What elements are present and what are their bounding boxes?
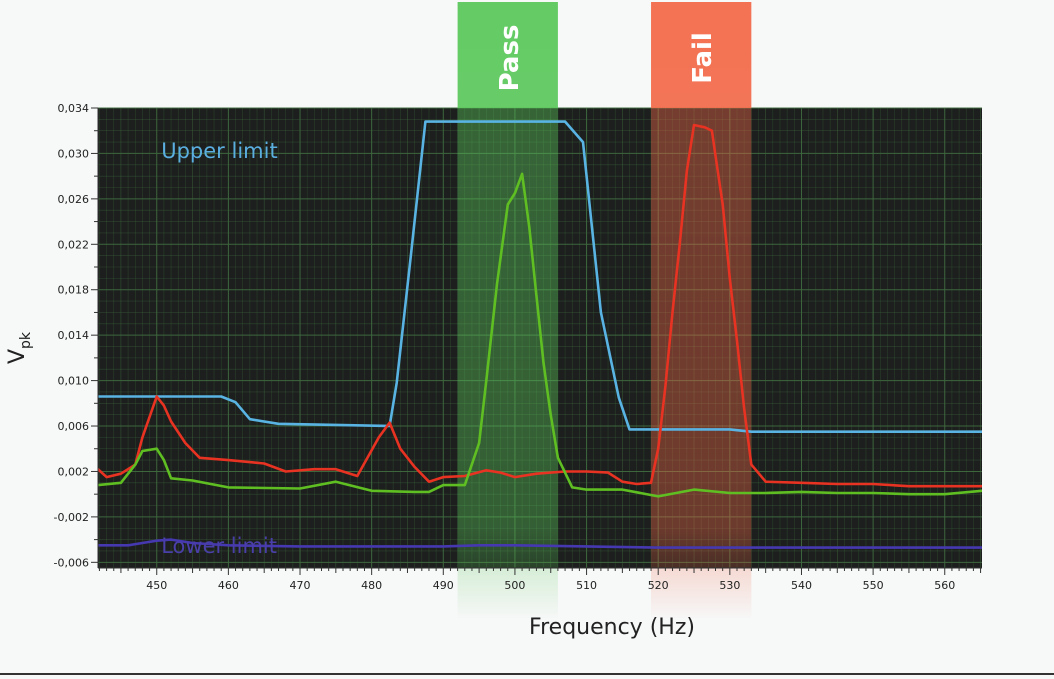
x-tick-label: 480 <box>361 579 382 592</box>
band-fail-header <box>651 2 752 108</box>
y-tick-label: 0,002 <box>58 465 90 478</box>
band-label-pass: Pass <box>495 25 525 92</box>
y-axis-label-sub: pk <box>18 331 34 349</box>
x-tick-label: 550 <box>863 579 884 592</box>
annotation-0: Upper limit <box>161 139 277 163</box>
y-axis-label-main: V <box>5 349 30 364</box>
y-tick-label: 0,010 <box>58 375 90 388</box>
y-tick-label: -0,006 <box>54 556 89 569</box>
series-line-3 <box>98 172 982 498</box>
series-line-0 <box>98 120 982 434</box>
y-tick-label: 0,030 <box>58 147 90 160</box>
y-tick-label: 0,006 <box>58 420 90 433</box>
x-tick-label: 460 <box>218 579 239 592</box>
axes <box>97 108 982 569</box>
y-tick-label: 0,026 <box>58 193 90 206</box>
annotations: Pass Fail Upper limit Lower limit <box>161 25 718 558</box>
x-tick-label: 490 <box>433 579 454 592</box>
x-tick-label: 520 <box>648 579 669 592</box>
x-axis-label: Frequency (Hz) <box>529 615 695 640</box>
y-tick-label: 0,022 <box>58 238 90 251</box>
series-line-2 <box>98 123 982 488</box>
y-axis-label: Vpk <box>5 331 34 364</box>
y-tick-label: 0,034 <box>58 102 90 115</box>
x-tick-label: 470 <box>290 579 311 592</box>
x-tick-label: 540 <box>791 579 812 592</box>
y-tick-label: 0,018 <box>58 284 90 297</box>
series-line-1 <box>98 538 982 549</box>
band-pass-header <box>457 2 558 108</box>
x-ticks: 450 460 470 480 490 500 510 520 530 540 550 560 <box>98 568 982 592</box>
y-tick-label: -0,002 <box>54 511 89 524</box>
y-tick-label: 0,014 <box>58 329 90 342</box>
x-tick-label: 450 <box>146 579 167 592</box>
band-label-fail: Fail <box>688 32 718 84</box>
x-tick-label: 510 <box>576 579 597 592</box>
annotation-1: Lower limit <box>161 534 277 558</box>
band-pass <box>457 108 558 618</box>
series-lines <box>98 120 982 549</box>
x-tick-label: 560 <box>934 579 955 592</box>
x-tick-label: 530 <box>719 579 740 592</box>
bottom-rule <box>0 673 1054 675</box>
x-tick-label: 500 <box>504 579 525 592</box>
band-fail <box>651 108 752 618</box>
y-ticks: -0,006 -0,002 0,002 0,006 0,010 0,014 0,018 0,0… <box>54 102 98 569</box>
